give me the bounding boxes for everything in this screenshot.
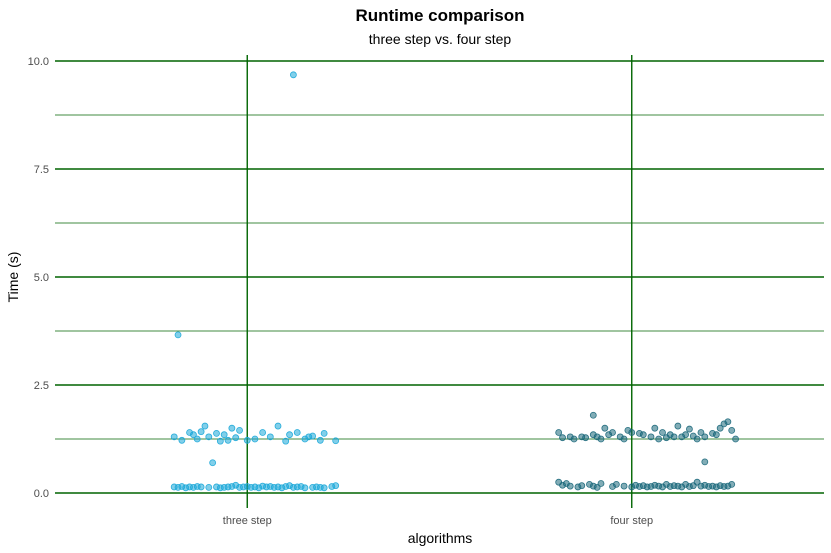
y-tick-label-0: 0.0 (34, 488, 49, 500)
point-0-22 (274, 422, 282, 430)
point-0-7 (193, 435, 201, 443)
y-axis-label: Time (s) (5, 252, 21, 303)
point-0-17 (236, 426, 243, 434)
point-0-28 (309, 432, 317, 440)
point-1-26 (674, 422, 682, 430)
point-1-16 (628, 429, 636, 436)
point-1-10 (601, 424, 609, 432)
point-1-29 (686, 425, 693, 433)
point-1-41 (589, 411, 597, 419)
y-tick-label-4: 10.0 (28, 56, 49, 68)
point-1-14 (620, 435, 628, 443)
point-0-1 (289, 71, 297, 79)
point-0-30 (320, 429, 328, 437)
point-1-21 (655, 435, 663, 443)
point-1-22 (659, 429, 666, 436)
point-0-11 (213, 429, 220, 437)
point-1-36 (716, 424, 724, 432)
data-points (170, 71, 739, 492)
point-1-1 (555, 429, 563, 436)
point-0-4 (178, 436, 186, 444)
point-1-28 (682, 431, 689, 439)
point-0-14 (224, 436, 232, 444)
point-0-20 (259, 429, 267, 436)
point-0-12 (216, 437, 224, 445)
y-tick-label-2: 5.0 (34, 272, 49, 284)
point-1-33 (701, 433, 709, 441)
point-0-3 (170, 433, 178, 441)
point-0-25 (293, 429, 301, 436)
point-1-18 (639, 431, 647, 439)
y-tick-labels: 0.0 2.5 5.0 7.5 10.0 (28, 56, 49, 500)
chart-title: Runtime comparison (355, 6, 524, 25)
point-1-20 (651, 424, 659, 432)
point-0-64 (301, 484, 309, 492)
point-0-10 (205, 433, 213, 441)
point-0-40 (205, 483, 213, 491)
point-1-35 (712, 431, 720, 439)
point-1-31 (693, 435, 701, 443)
point-1-45 (566, 482, 574, 490)
point-0-24 (286, 431, 293, 439)
point-1-54 (620, 482, 628, 490)
point-1-40 (732, 435, 739, 443)
point-0-21 (266, 433, 274, 441)
point-0-31 (332, 437, 340, 445)
point-1-0 (701, 458, 709, 466)
chart-subtitle: three step vs. four step (369, 31, 512, 47)
point-0-23 (282, 437, 290, 445)
point-1-25 (670, 433, 678, 441)
point-1-51 (597, 480, 605, 487)
point-1-19 (647, 433, 655, 441)
point-1-81 (728, 480, 736, 488)
point-1-53 (612, 480, 620, 488)
point-0-6 (190, 431, 197, 439)
point-1-9 (597, 435, 605, 443)
y-tick-label-3: 7.5 (34, 164, 49, 176)
x-tick-labels: three step four step (223, 515, 653, 527)
y-tick-label-1: 2.5 (34, 380, 49, 392)
x-tick-label-1: four step (610, 515, 653, 527)
point-1-12 (609, 429, 616, 436)
point-0-19 (251, 435, 259, 443)
point-1-39 (728, 426, 736, 434)
point-0-0 (174, 331, 182, 339)
point-0-18 (243, 436, 251, 444)
point-1-32 (697, 429, 705, 436)
point-0-9 (201, 422, 209, 430)
x-tick-label-0: three step (223, 515, 272, 527)
point-0-29 (316, 436, 324, 444)
point-1-4 (570, 435, 578, 443)
point-1-6 (582, 434, 590, 442)
point-0-70 (332, 482, 340, 490)
point-1-2 (559, 434, 566, 442)
point-0-2 (209, 459, 217, 467)
grid-lines (55, 55, 824, 508)
point-0-8 (197, 428, 205, 436)
point-0-15 (228, 424, 236, 432)
point-0-68 (320, 484, 328, 492)
point-1-47 (578, 482, 586, 490)
point-0-39 (197, 483, 205, 491)
point-0-16 (232, 434, 240, 442)
x-axis-label: algorithms (408, 530, 473, 546)
point-1-38 (724, 418, 732, 426)
point-0-13 (220, 431, 228, 439)
